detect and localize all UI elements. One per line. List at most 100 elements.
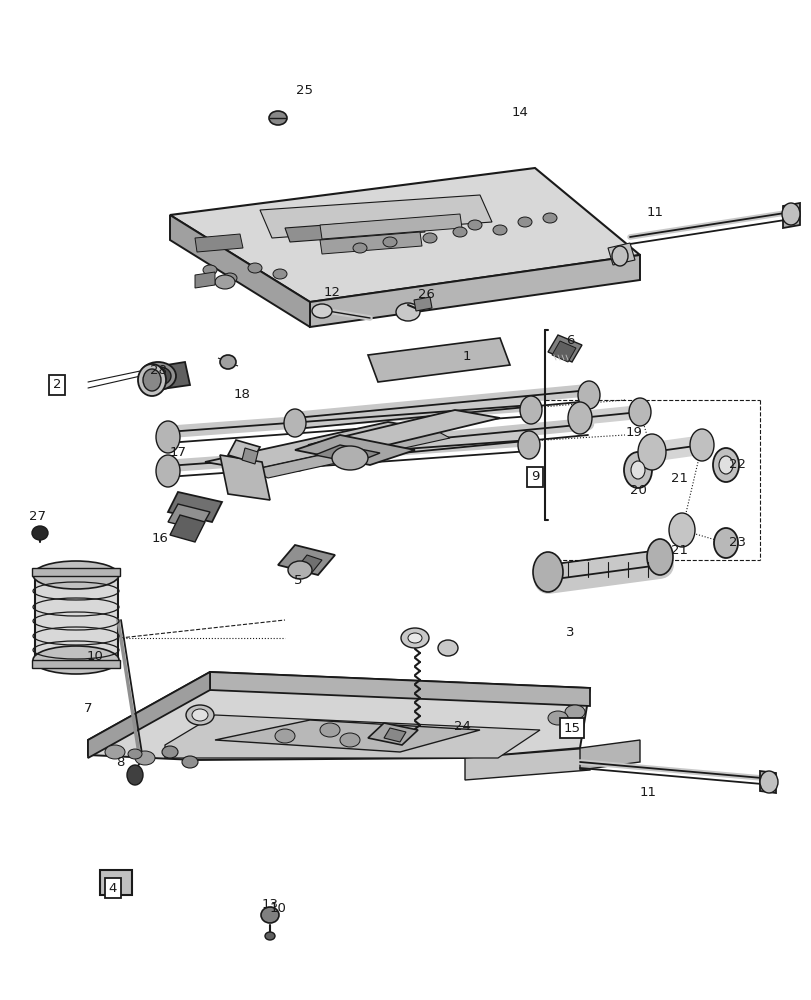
Polygon shape [285, 218, 424, 242]
Ellipse shape [143, 369, 161, 391]
Text: 7: 7 [84, 702, 92, 714]
Ellipse shape [517, 217, 531, 227]
Ellipse shape [264, 932, 275, 940]
Text: 1: 1 [462, 351, 470, 363]
Ellipse shape [156, 455, 180, 487]
Ellipse shape [423, 233, 436, 243]
Text: 26: 26 [417, 288, 434, 302]
Polygon shape [195, 272, 215, 288]
Text: 5: 5 [294, 574, 302, 587]
Text: 22: 22 [728, 458, 745, 472]
Polygon shape [210, 672, 590, 706]
Ellipse shape [220, 355, 236, 369]
Text: 18: 18 [234, 388, 250, 401]
Polygon shape [251, 430, 449, 478]
Text: 11: 11 [639, 786, 655, 798]
Text: 17: 17 [169, 446, 187, 460]
Ellipse shape [713, 528, 737, 558]
Polygon shape [465, 748, 590, 780]
Ellipse shape [223, 273, 237, 283]
Ellipse shape [272, 269, 286, 279]
Polygon shape [220, 455, 270, 500]
Text: 16: 16 [152, 532, 168, 544]
Ellipse shape [492, 225, 506, 235]
Ellipse shape [215, 275, 234, 289]
Text: 27: 27 [29, 510, 46, 524]
Polygon shape [32, 660, 120, 668]
Text: 10: 10 [269, 902, 286, 914]
Polygon shape [320, 214, 461, 239]
Polygon shape [88, 672, 210, 758]
Polygon shape [228, 440, 260, 462]
Ellipse shape [517, 431, 539, 459]
Polygon shape [35, 575, 118, 660]
Ellipse shape [186, 705, 214, 725]
Text: 14: 14 [511, 105, 528, 118]
Ellipse shape [637, 434, 665, 470]
Ellipse shape [320, 723, 340, 737]
Ellipse shape [148, 367, 171, 385]
Ellipse shape [162, 746, 178, 758]
Ellipse shape [759, 771, 777, 793]
Ellipse shape [128, 749, 142, 759]
Ellipse shape [340, 733, 359, 747]
Text: 25: 25 [296, 84, 313, 97]
Ellipse shape [203, 265, 217, 275]
Polygon shape [168, 492, 221, 522]
Polygon shape [148, 362, 190, 390]
Polygon shape [294, 555, 322, 575]
Text: 8: 8 [116, 756, 124, 770]
Polygon shape [260, 195, 491, 238]
Ellipse shape [781, 203, 799, 225]
Ellipse shape [33, 561, 119, 589]
Ellipse shape [532, 552, 562, 592]
Polygon shape [551, 341, 575, 362]
Text: 9: 9 [530, 471, 539, 484]
Ellipse shape [519, 396, 541, 424]
Text: 24: 24 [453, 720, 470, 734]
Polygon shape [100, 870, 132, 895]
Text: 13: 13 [261, 898, 278, 912]
Polygon shape [242, 448, 258, 464]
Ellipse shape [630, 461, 644, 479]
Text: 11: 11 [646, 206, 663, 219]
Ellipse shape [383, 237, 397, 247]
Polygon shape [759, 771, 775, 793]
Ellipse shape [127, 765, 143, 785]
Ellipse shape [288, 561, 311, 579]
Ellipse shape [611, 246, 627, 266]
Text: 10: 10 [87, 650, 103, 662]
Ellipse shape [718, 456, 732, 474]
Ellipse shape [32, 526, 48, 540]
Ellipse shape [353, 243, 367, 253]
Ellipse shape [543, 213, 556, 223]
Ellipse shape [668, 513, 694, 547]
Ellipse shape [182, 756, 198, 768]
Ellipse shape [547, 711, 568, 725]
Ellipse shape [712, 448, 738, 482]
Polygon shape [195, 234, 242, 252]
Polygon shape [782, 203, 799, 228]
Ellipse shape [156, 421, 180, 453]
Polygon shape [165, 715, 539, 758]
Ellipse shape [564, 705, 584, 719]
Polygon shape [88, 672, 590, 760]
Polygon shape [215, 720, 479, 752]
Ellipse shape [311, 304, 332, 318]
Ellipse shape [437, 640, 457, 656]
Ellipse shape [33, 646, 119, 674]
Polygon shape [579, 740, 639, 770]
Polygon shape [320, 232, 422, 254]
Ellipse shape [623, 452, 651, 488]
Ellipse shape [689, 429, 713, 461]
Ellipse shape [105, 745, 125, 759]
Text: 23: 23 [728, 536, 745, 550]
Ellipse shape [247, 263, 262, 273]
Ellipse shape [268, 111, 286, 125]
Text: 2: 2 [53, 378, 61, 391]
Polygon shape [315, 445, 380, 463]
Ellipse shape [396, 303, 419, 321]
Polygon shape [607, 243, 634, 265]
Polygon shape [32, 568, 120, 576]
Text: 28: 28 [149, 363, 166, 376]
